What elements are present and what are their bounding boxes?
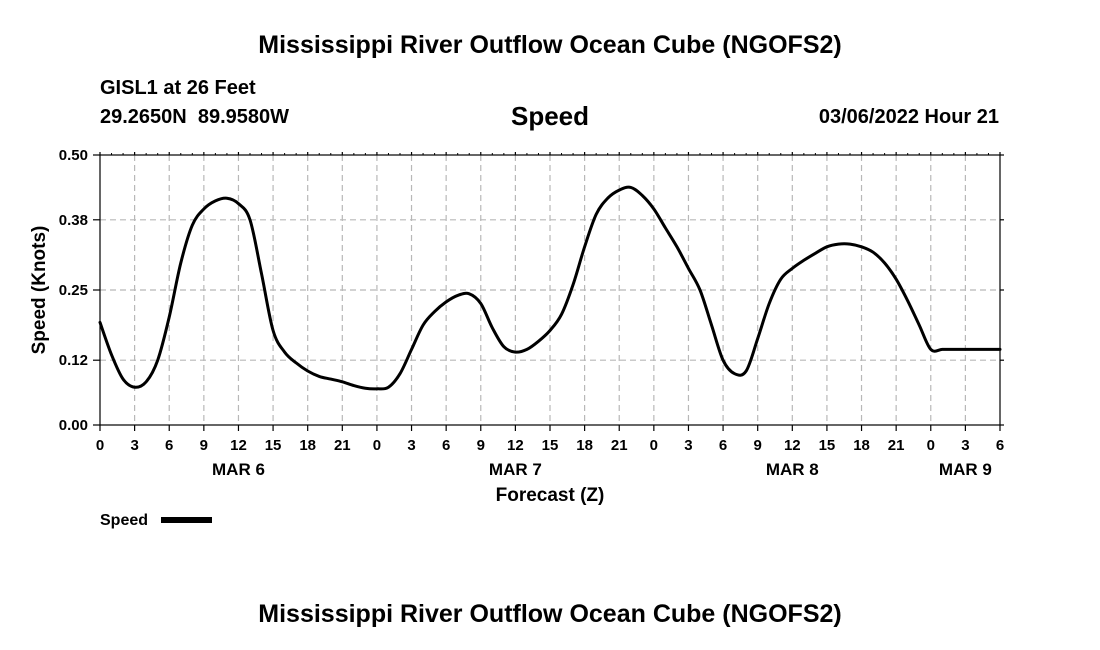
x-tick-label: 0	[373, 437, 381, 454]
chart-title-top: Mississippi River Outflow Ocean Cube (NG…	[258, 31, 842, 59]
x-tick-label: 9	[477, 437, 485, 454]
x-tick-label: 15	[542, 437, 559, 454]
x-tick-label: 12	[230, 437, 247, 454]
x-tick-label: 0	[650, 437, 658, 454]
plot-frame	[99, 154, 1001, 426]
x-tick-label: 18	[299, 437, 316, 454]
chart-title-bottom: Mississippi River Outflow Ocean Cube (NG…	[258, 600, 842, 628]
x-tick-label: 12	[784, 437, 801, 454]
legend-label: Speed	[100, 512, 148, 529]
variable-title: Speed	[510, 101, 590, 131]
x-tick-label: 15	[265, 437, 282, 454]
day-label: MAR 6	[212, 460, 265, 479]
y-axis-label: Speed (Knots)	[29, 226, 50, 355]
x-tick-label: 3	[684, 437, 692, 454]
x-tick-label: 15	[819, 437, 836, 454]
x-tick-label: 6	[719, 437, 727, 454]
x-tick-label: 9	[200, 437, 208, 454]
speed-series-line	[98, 185, 1002, 391]
x-tick-label: 18	[853, 437, 870, 454]
y-tick-label: 0.12	[59, 352, 88, 369]
x-tick-label: 18	[576, 437, 593, 454]
x-tick-label: 9	[754, 437, 762, 454]
day-label: MAR 9	[939, 460, 992, 479]
x-tick-label: 6	[996, 437, 1004, 454]
day-label: MAR 8	[766, 460, 819, 479]
y-tick-label: 0.00	[59, 417, 88, 434]
x-tick-label: 3	[961, 437, 969, 454]
x-tick-label: 21	[611, 437, 628, 454]
y-tick-label: 0.25	[59, 282, 88, 299]
x-axis-label: Forecast (Z)	[496, 485, 605, 506]
x-tick-label: 12	[507, 437, 524, 454]
station-coordinates: 29.2650N 89.9580W	[100, 106, 290, 128]
x-tick-label: 0	[927, 437, 935, 454]
day-label: MAR 7	[489, 460, 542, 479]
station-label: GISL1 at 26 Feet	[100, 77, 256, 99]
x-tick-label: 6	[165, 437, 173, 454]
y-tick-label: 0.38	[59, 212, 88, 229]
forecast-datetime: 03/06/2022 Hour 21	[818, 106, 999, 128]
x-tick-label: 21	[888, 437, 905, 454]
x-tick-label: 3	[130, 437, 138, 454]
x-tick-label: 6	[442, 437, 450, 454]
x-tick-label: 21	[334, 437, 351, 454]
x-tick-label: 3	[407, 437, 415, 454]
x-tick-label: 0	[96, 437, 104, 454]
y-tick-label: 0.50	[59, 147, 88, 164]
